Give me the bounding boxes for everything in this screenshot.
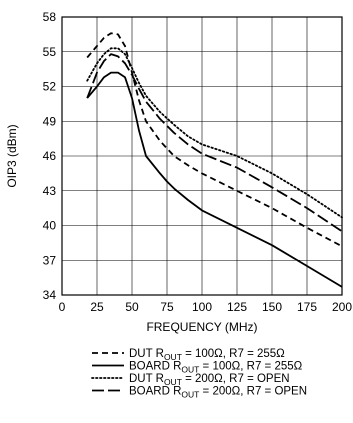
legend-label-suffix: = 100Ω, R7 = 255Ω bbox=[182, 348, 285, 360]
y-tick-label: 46 bbox=[43, 149, 57, 163]
legend-label-prefix: BOARD R bbox=[129, 386, 181, 398]
plot-frame bbox=[61, 16, 343, 296]
x-tick-label: 25 bbox=[90, 300, 104, 314]
y-tick-label: 58 bbox=[43, 10, 57, 24]
series-layer bbox=[86, 32, 343, 288]
y-tick-label: 43 bbox=[43, 184, 57, 198]
legend-label-subscript: OUT bbox=[164, 377, 182, 387]
x-tick-label: 0 bbox=[59, 300, 66, 314]
legend-label-suffix: = 100Ω, R7 = 255Ω bbox=[199, 361, 302, 373]
plot-grid bbox=[62, 17, 342, 295]
legend-item-2: BOARD ROUT = 100Ω, R7 = 255Ω bbox=[92, 361, 303, 375]
legend-label: DUT ROUT = 200Ω, R7 = OPEN bbox=[129, 373, 290, 387]
x-tick-label: 150 bbox=[262, 300, 282, 314]
legend-label: BOARD ROUT = 100Ω, R7 = 255Ω bbox=[129, 361, 303, 375]
series-line-3 bbox=[86, 47, 343, 219]
legend-item-4: BOARD ROUT = 200Ω, R7 = OPEN bbox=[92, 386, 307, 400]
x-tick-label: 125 bbox=[227, 300, 247, 314]
legend-label-subscript: OUT bbox=[181, 390, 199, 400]
legend-label-suffix: = 200Ω, R7 = OPEN bbox=[199, 386, 307, 398]
y-tick-label: 40 bbox=[43, 219, 57, 233]
x-tick-label: 75 bbox=[160, 300, 174, 314]
y-axis-label: OIP3 (dBm) bbox=[5, 124, 19, 187]
legend-label-prefix: BOARD R bbox=[129, 361, 181, 373]
y-tick-label: 34 bbox=[43, 288, 57, 302]
legend-label-subscript: OUT bbox=[164, 352, 182, 362]
legend-label-subscript: OUT bbox=[181, 365, 199, 375]
x-tick-label: 100 bbox=[192, 300, 212, 314]
y-tick-label: 55 bbox=[43, 45, 57, 59]
x-tick-label: 200 bbox=[332, 300, 352, 314]
x-tick-label: 50 bbox=[125, 300, 139, 314]
legend-item-3: DUT ROUT = 200Ω, R7 = OPEN bbox=[91, 373, 290, 387]
legend-label-suffix: = 200Ω, R7 = OPEN bbox=[182, 373, 290, 385]
y-tick-label: 52 bbox=[43, 80, 57, 94]
y-tick-labels: 34 37 40 43 46 49 52 55 58 bbox=[43, 10, 57, 302]
legend-item-1: DUT ROUT = 100Ω, R7 = 255Ω bbox=[92, 348, 285, 362]
x-axis-label: FREQUENCY (MHz) bbox=[146, 320, 257, 334]
legend-label: BOARD ROUT = 200Ω, R7 = OPEN bbox=[129, 386, 307, 400]
x-tick-labels: 0 25 50 75 100 125 150 175 200 bbox=[59, 300, 353, 314]
legend-label: DUT ROUT = 100Ω, R7 = 255Ω bbox=[129, 348, 285, 362]
series-line-1 bbox=[86, 32, 343, 248]
y-tick-label: 49 bbox=[43, 114, 57, 128]
series-line-2 bbox=[86, 71, 343, 288]
y-tick-label: 37 bbox=[43, 253, 57, 267]
x-tick-label: 175 bbox=[297, 300, 317, 314]
legend-label-prefix: DUT R bbox=[129, 348, 164, 360]
legend-label-prefix: DUT R bbox=[129, 373, 164, 385]
